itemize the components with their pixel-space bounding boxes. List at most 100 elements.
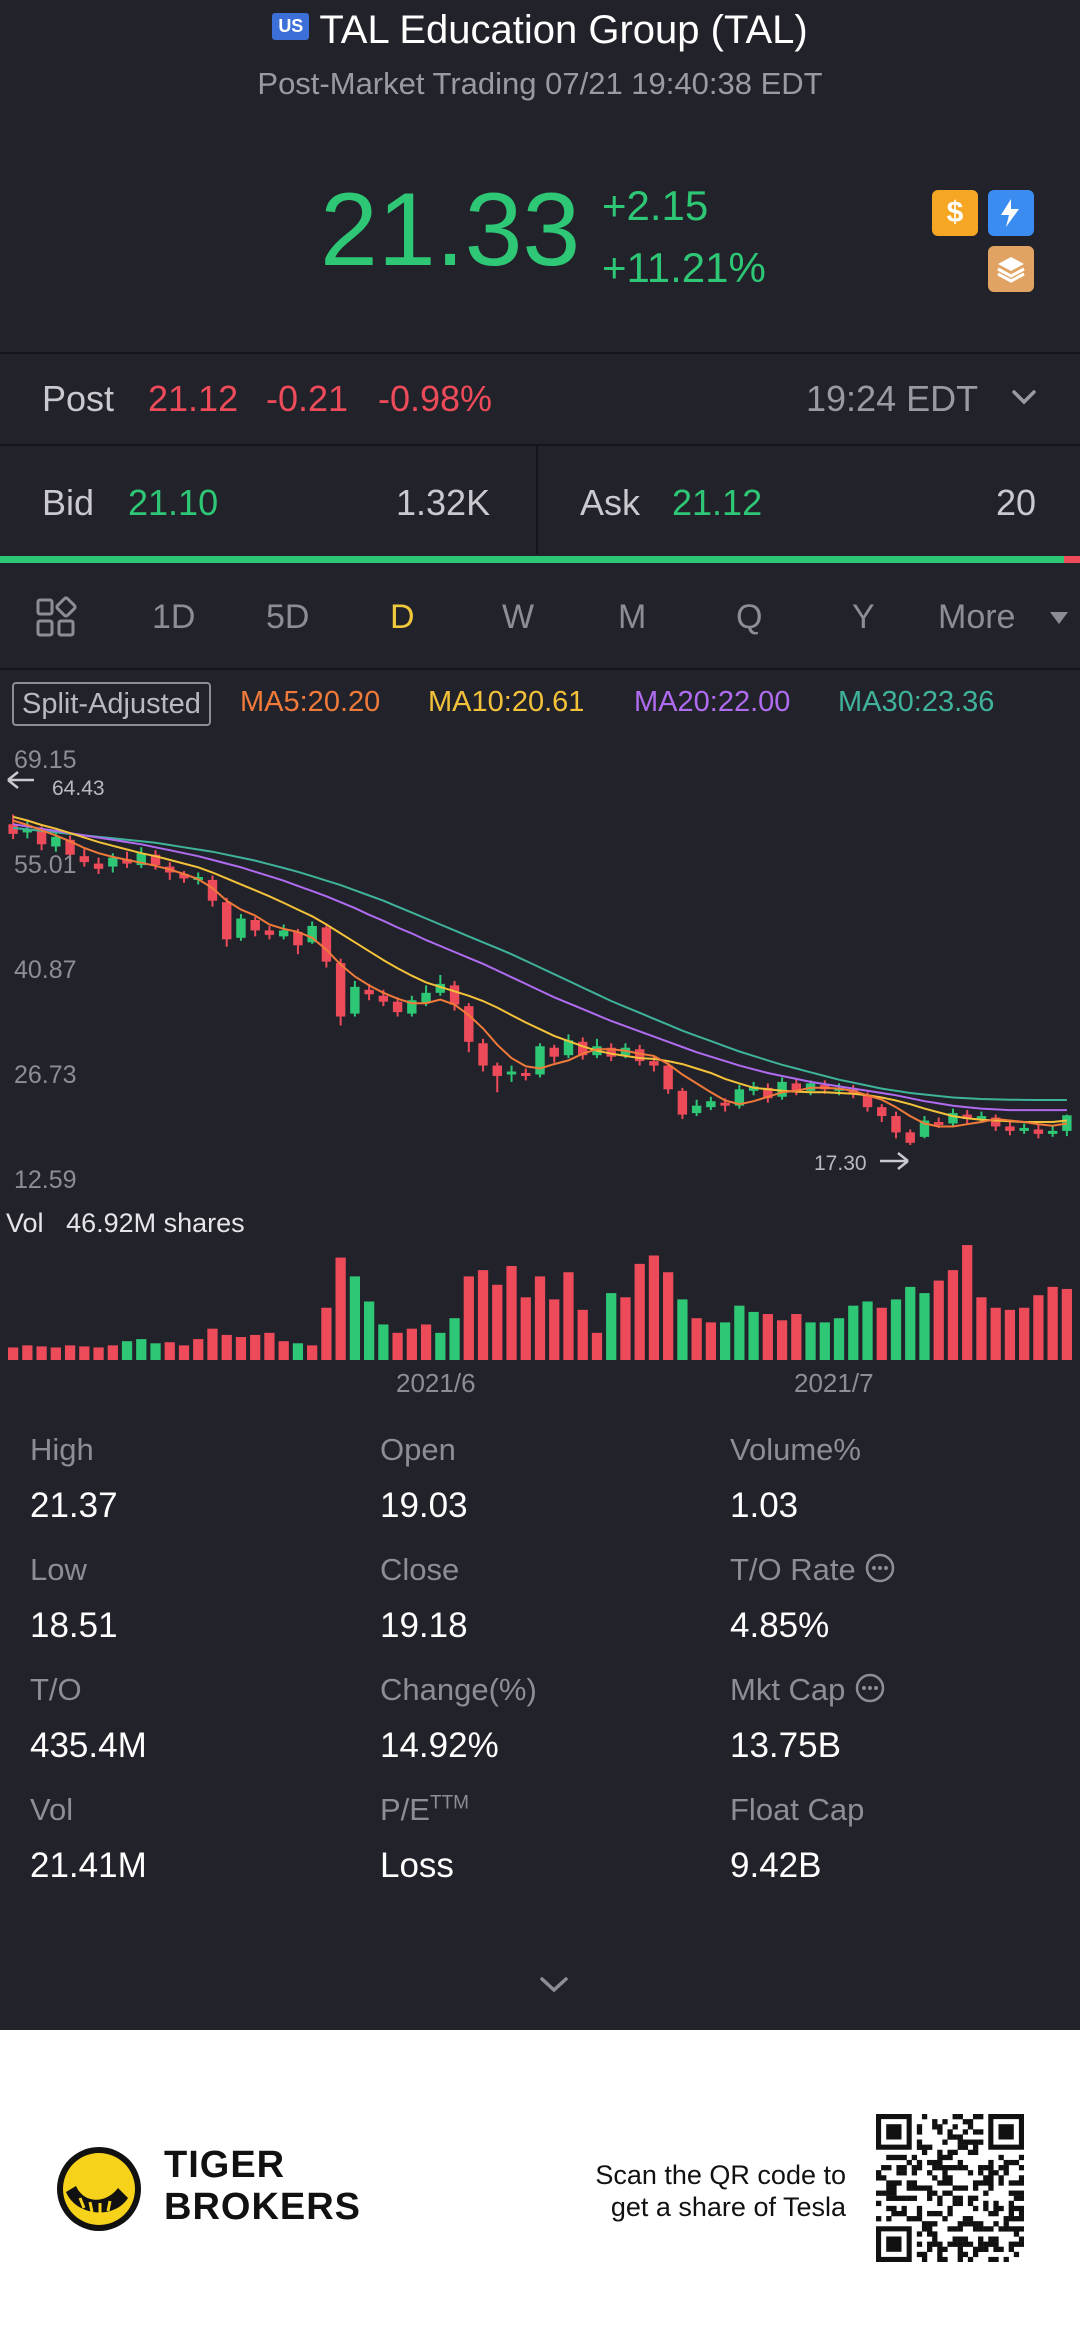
volume-bar <box>321 1307 332 1360</box>
flash-icon[interactable] <box>988 190 1034 236</box>
stat-value-turnover: 435.4M <box>30 1726 147 1765</box>
y-tick-label: 12.59 <box>14 1166 77 1194</box>
volume-bar <box>492 1284 503 1360</box>
candle <box>919 1116 930 1139</box>
bid-size: 1.32K <box>396 482 491 523</box>
volume-bar <box>36 1346 47 1360</box>
tab-w[interactable]: W <box>502 598 535 636</box>
low-marker-label: 17.30 <box>814 1152 867 1175</box>
grid-layout-icon[interactable] <box>34 596 78 645</box>
volume-bar <box>520 1297 531 1360</box>
ask-ratio-segment <box>1064 556 1080 563</box>
candlestick-chart[interactable]: 69.15 55.01 40.87 26.73 12.59 64.43 17.3… <box>0 740 1080 1400</box>
volume-bar <box>1004 1309 1016 1360</box>
volume-bar <box>748 1311 759 1360</box>
volume-bar <box>1047 1286 1058 1360</box>
volume-bar <box>392 1332 403 1360</box>
y-tick-label: 55.01 <box>14 851 77 879</box>
volume-label: Vol 46.92M shares <box>6 1208 245 1239</box>
tab-q[interactable]: Q <box>736 598 763 636</box>
volume-bar <box>107 1345 118 1360</box>
candle <box>535 1043 545 1078</box>
candle <box>677 1087 688 1120</box>
stat-label-turnover: T/O <box>30 1672 82 1707</box>
candle <box>948 1108 958 1127</box>
volume-bar <box>136 1339 147 1360</box>
pe-label-text: P/E <box>380 1792 430 1827</box>
volume-bar <box>250 1334 261 1360</box>
stat-label-float-cap: Float Cap <box>730 1792 865 1827</box>
candle <box>65 835 75 860</box>
candle <box>606 1043 616 1062</box>
volume-bar <box>577 1309 588 1360</box>
stat-value-change-pct: 14.92% <box>380 1726 499 1765</box>
volume-bar <box>648 1255 660 1360</box>
candle <box>990 1114 1001 1131</box>
tiger-logo-icon <box>54 2144 144 2239</box>
candle <box>321 924 332 968</box>
volume-bar <box>776 1320 788 1360</box>
candle <box>1033 1124 1044 1139</box>
stat-value-low: 18.51 <box>30 1606 118 1645</box>
volume-bar <box>150 1343 161 1360</box>
candle <box>350 980 360 1017</box>
stat-label-change-pct: Change(%) <box>380 1672 537 1707</box>
dollar-icon[interactable]: $ <box>932 190 978 236</box>
candle <box>307 921 317 944</box>
volume-bar <box>93 1347 104 1360</box>
candle <box>1062 1114 1072 1137</box>
ma5-line <box>12 819 1068 1128</box>
candle <box>506 1065 517 1082</box>
tab-1d[interactable]: 1D <box>152 598 196 636</box>
candle <box>578 1037 588 1060</box>
scan-text-line2: get a share of Tesla <box>610 2192 846 2222</box>
tab-5d[interactable]: 5D <box>266 598 310 636</box>
volume-bar <box>890 1299 902 1360</box>
volume-bar <box>791 1314 802 1360</box>
caret-down-icon[interactable] <box>1050 612 1068 624</box>
stat-label-high: High <box>30 1432 94 1467</box>
candle <box>435 974 446 996</box>
scan-text-line1: Scan the QR code to <box>595 2160 846 2190</box>
ask-label: Ask <box>580 482 641 523</box>
more-info-icon[interactable] <box>854 1672 886 1709</box>
tab-d[interactable]: D <box>390 598 415 636</box>
volume-bar <box>449 1318 460 1360</box>
volume-bar <box>919 1293 930 1360</box>
volume-bar <box>79 1346 90 1360</box>
candle <box>1019 1123 1029 1134</box>
volume-bar <box>235 1337 247 1360</box>
volume-bar <box>563 1272 574 1360</box>
candle <box>335 958 346 1026</box>
period-tab-bar <box>0 568 1080 670</box>
candle <box>136 847 146 869</box>
volume-value: 46.92M shares <box>66 1208 245 1238</box>
chevron-down-icon[interactable] <box>1006 380 1042 421</box>
ma5-value: MA5:20.20 <box>240 686 381 718</box>
volume-bar <box>976 1297 987 1360</box>
volume-bar <box>1019 1307 1030 1360</box>
divider <box>0 352 1080 354</box>
candle <box>8 814 18 840</box>
post-market-change-percent: -0.98% <box>378 378 493 419</box>
us-market-badge: US <box>272 12 310 40</box>
post-market-change: -0.21 <box>266 378 349 419</box>
expand-chevron-icon[interactable] <box>536 1970 572 2005</box>
split-adjusted-button[interactable]: Split-Adjusted <box>12 682 211 726</box>
post-market-time[interactable]: 19:24 EDT <box>806 378 979 419</box>
volume-bar <box>221 1334 232 1360</box>
candle <box>791 1078 802 1096</box>
tab-m[interactable]: M <box>618 598 647 636</box>
volume-bar <box>719 1322 731 1360</box>
candle <box>79 848 90 867</box>
volume-bar <box>335 1257 346 1360</box>
volume-bar <box>207 1328 218 1360</box>
trading-session-status: Post-Market Trading 07/21 19:40:38 EDT <box>257 66 823 101</box>
tab-more[interactable]: More <box>938 598 1016 636</box>
stat-value-vol: 21.41M <box>30 1846 147 1885</box>
candle <box>492 1062 502 1093</box>
tab-y[interactable]: Y <box>852 598 875 636</box>
stack-icon[interactable] <box>988 246 1034 292</box>
candle <box>207 875 218 907</box>
more-info-icon[interactable] <box>864 1552 896 1589</box>
